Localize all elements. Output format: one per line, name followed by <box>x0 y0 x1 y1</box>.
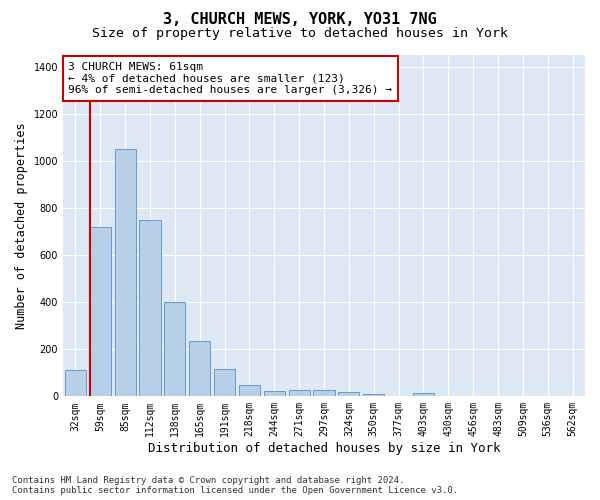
Text: 3 CHURCH MEWS: 61sqm
← 4% of detached houses are smaller (123)
96% of semi-detac: 3 CHURCH MEWS: 61sqm ← 4% of detached ho… <box>68 62 392 95</box>
Y-axis label: Number of detached properties: Number of detached properties <box>15 122 28 329</box>
Text: 3, CHURCH MEWS, YORK, YO31 7NG: 3, CHURCH MEWS, YORK, YO31 7NG <box>163 12 437 28</box>
Text: Size of property relative to detached houses in York: Size of property relative to detached ho… <box>92 28 508 40</box>
Bar <box>289 390 310 396</box>
Bar <box>139 220 161 396</box>
Bar <box>115 149 136 396</box>
Bar <box>363 394 384 396</box>
Bar <box>65 370 86 396</box>
Bar <box>239 384 260 396</box>
Bar <box>338 392 359 396</box>
Bar <box>164 302 185 396</box>
Bar <box>90 227 111 396</box>
Bar <box>214 370 235 396</box>
Bar <box>413 393 434 396</box>
Bar <box>313 390 335 396</box>
Text: Contains HM Land Registry data © Crown copyright and database right 2024.
Contai: Contains HM Land Registry data © Crown c… <box>12 476 458 495</box>
X-axis label: Distribution of detached houses by size in York: Distribution of detached houses by size … <box>148 442 500 455</box>
Bar <box>264 391 285 396</box>
Bar <box>189 341 211 396</box>
